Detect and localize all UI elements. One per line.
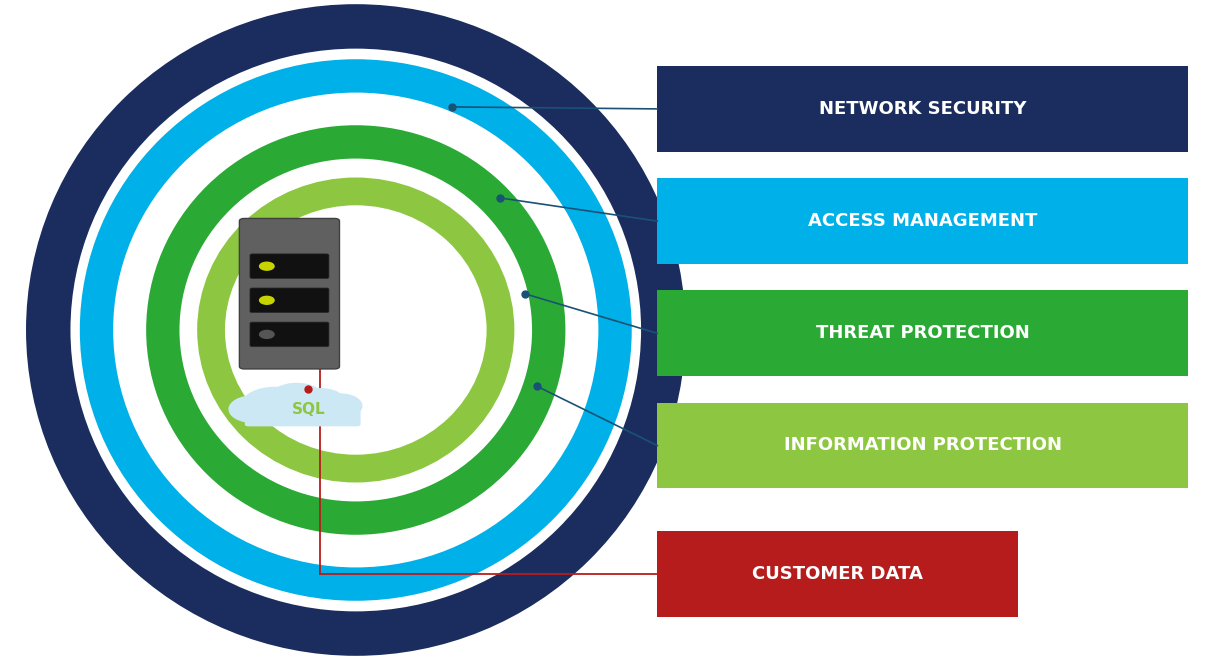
Circle shape [297, 389, 345, 415]
FancyBboxPatch shape [657, 403, 1188, 488]
FancyBboxPatch shape [245, 401, 361, 426]
Circle shape [318, 394, 362, 418]
Circle shape [259, 262, 274, 270]
FancyBboxPatch shape [250, 322, 329, 346]
FancyBboxPatch shape [657, 66, 1188, 152]
FancyBboxPatch shape [657, 178, 1188, 264]
Text: THREAT PROTECTION: THREAT PROTECTION [815, 324, 1030, 343]
FancyBboxPatch shape [657, 290, 1188, 376]
Text: CUSTOMER DATA: CUSTOMER DATA [753, 565, 923, 583]
FancyBboxPatch shape [657, 531, 1018, 617]
FancyBboxPatch shape [250, 254, 329, 279]
Circle shape [229, 396, 277, 422]
FancyBboxPatch shape [250, 288, 329, 313]
FancyBboxPatch shape [239, 218, 340, 369]
Circle shape [259, 296, 274, 304]
Text: ACCESS MANAGEMENT: ACCESS MANAGEMENT [808, 212, 1037, 230]
Text: NETWORK SECURITY: NETWORK SECURITY [819, 100, 1026, 118]
Text: INFORMATION PROTECTION: INFORMATION PROTECTION [784, 436, 1061, 455]
Circle shape [241, 387, 309, 424]
Text: SQL: SQL [292, 402, 326, 416]
Circle shape [259, 331, 274, 339]
Circle shape [270, 383, 323, 412]
